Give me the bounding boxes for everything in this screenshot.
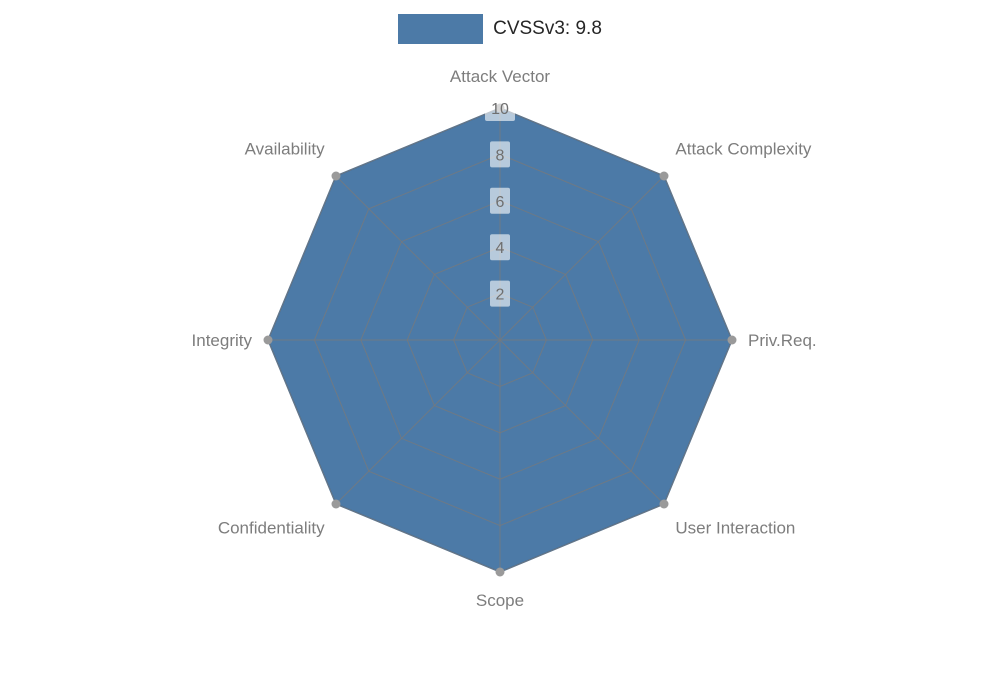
tick-label: 8 — [496, 147, 505, 164]
radar-spoke — [499, 339, 665, 505]
radar-vertex-marker — [263, 335, 273, 345]
axis-label-scope: Scope — [476, 591, 524, 610]
tick-label-bg — [490, 234, 510, 261]
radar-vertex-marker — [495, 567, 505, 577]
radar-spoke — [335, 339, 501, 505]
radar-vertex-marker — [331, 499, 341, 509]
chart-legend: CVSSv3: 9.8 — [0, 14, 1000, 44]
radar-vertex-marker — [331, 171, 341, 181]
radar-spoke — [335, 175, 501, 341]
radar-spoke — [499, 175, 665, 341]
axis-label-integrity: Integrity — [192, 331, 253, 350]
axis-label-attack-complexity: Attack Complexity — [675, 140, 812, 159]
legend-swatch — [398, 14, 484, 44]
tick-label: 10 — [491, 101, 509, 118]
axis-label-availability: Availability — [245, 140, 326, 159]
tick-label-bg — [490, 280, 510, 307]
axis-label-priv-req-: Priv.Req. — [748, 331, 817, 350]
axis-label-user-interaction: User Interaction — [675, 518, 795, 537]
tick-label-bg — [490, 187, 510, 214]
tick-label-bg — [490, 141, 510, 168]
radar-vertex-marker — [659, 499, 669, 509]
radar-vertex-marker — [659, 171, 669, 181]
radar-vertex-marker — [727, 335, 737, 345]
tick-label: 4 — [496, 240, 505, 257]
tick-label: 6 — [496, 194, 505, 211]
tick-label: 2 — [496, 287, 505, 304]
axis-label-attack-vector: Attack Vector — [450, 67, 550, 86]
tick-label-bg — [485, 95, 515, 121]
legend-label: CVSSv3: 9.8 — [493, 18, 602, 39]
axis-label-confidentiality: Confidentiality — [218, 518, 325, 537]
